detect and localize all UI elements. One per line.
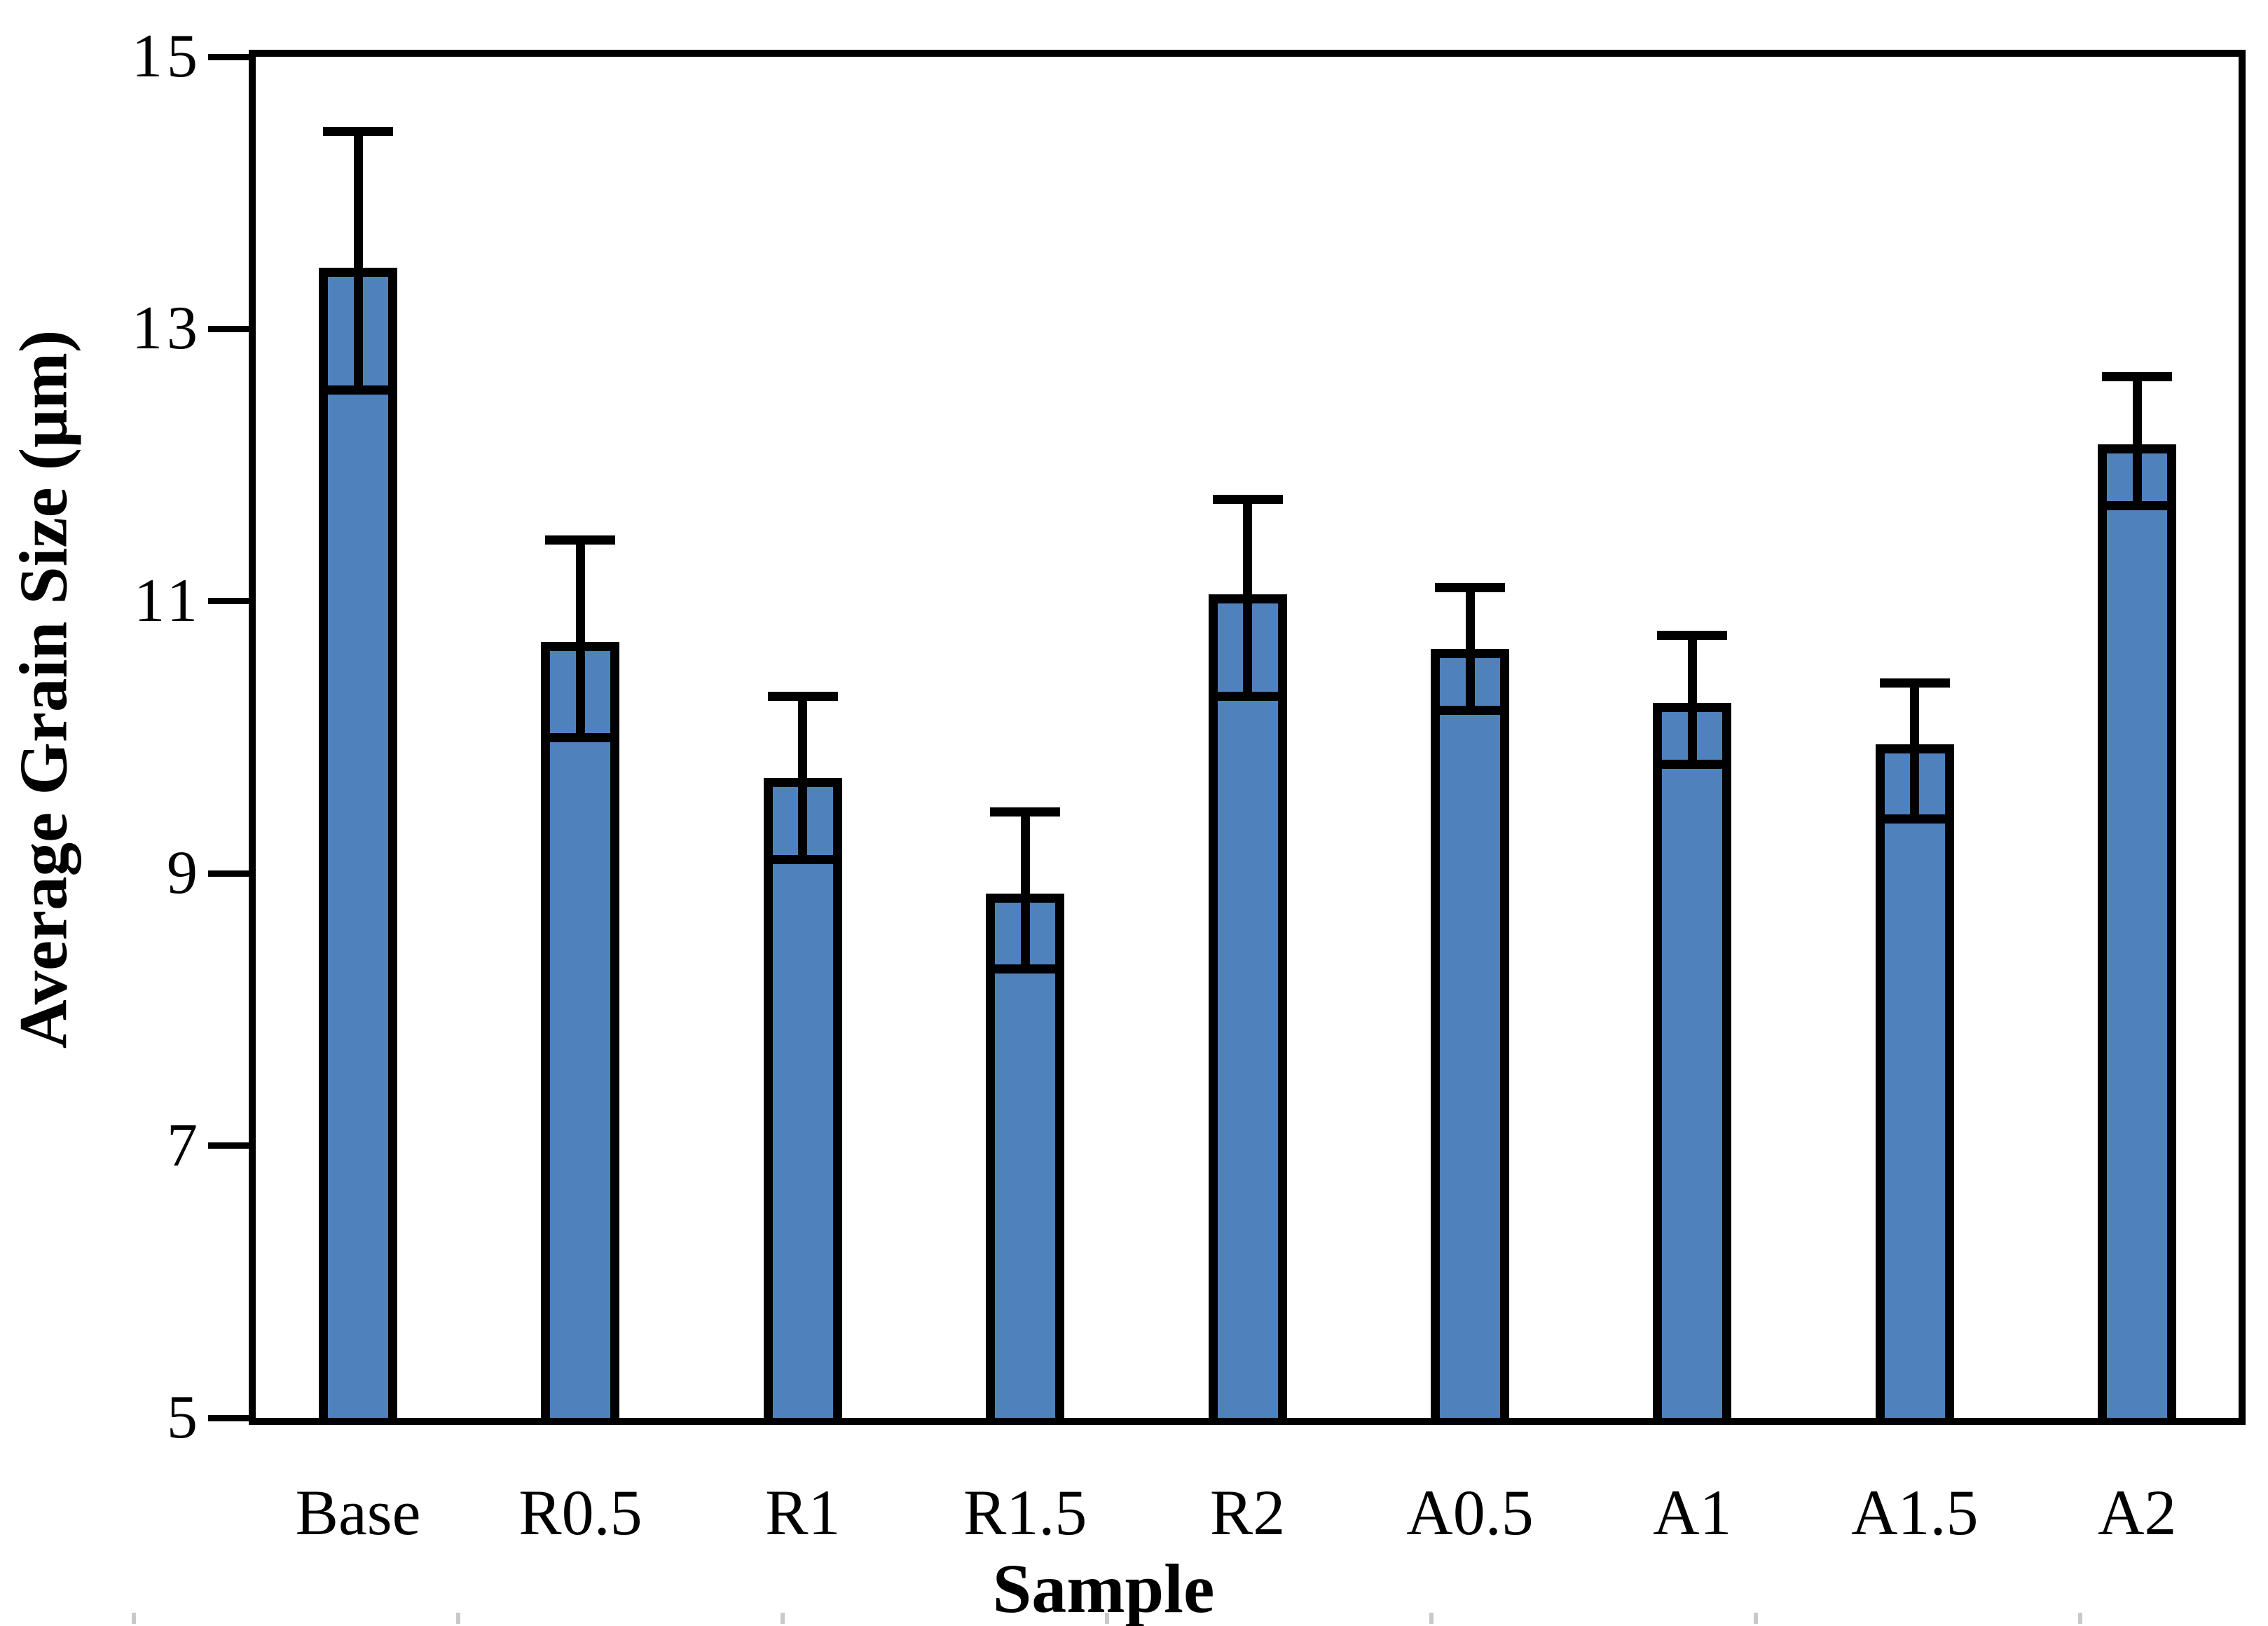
x-tick-label-A2: A2: [2097, 1477, 2177, 1548]
error-cap-top-A1.5: [1879, 678, 1950, 688]
bottom-gridline-artifact: [1754, 1613, 1758, 1624]
x-tick-label-R2: R2: [1209, 1477, 1286, 1548]
error-bar-A1.5: [1910, 683, 1920, 819]
x-tick-label-R1: R1: [765, 1477, 841, 1548]
error-bar-R0.5: [575, 540, 585, 737]
y-axis-tick-9: [208, 870, 249, 877]
bar-A0.5: [1431, 648, 1509, 1418]
bottom-gridline-artifact: [456, 1613, 460, 1624]
error-cap-bottom-R0.5: [545, 732, 616, 742]
x-tick-label-A0.5: A0.5: [1406, 1477, 1534, 1548]
bar-Base: [319, 268, 397, 1418]
error-cap-top-R2: [1212, 494, 1283, 504]
bottom-gridline-artifact: [132, 1613, 136, 1624]
bar-R1: [763, 778, 842, 1418]
error-bar-R1.5: [1020, 812, 1030, 969]
bar-A1.5: [1875, 744, 1954, 1418]
x-tick-label-R1.5: R1.5: [963, 1477, 1087, 1548]
error-cap-top-A0.5: [1435, 582, 1505, 592]
y-axis-tick-7: [208, 1142, 249, 1149]
error-cap-bottom-R2: [1212, 692, 1283, 702]
error-bar-R2: [1243, 499, 1253, 697]
y-tick-label-9: 9: [167, 839, 202, 908]
x-tick-label-R0.5: R0.5: [518, 1477, 642, 1548]
error-bar-A1: [1687, 635, 1697, 765]
y-axis-tick-11: [208, 598, 249, 605]
y-tick-label-11: 11: [134, 566, 202, 635]
x-tick-label-A1: A1: [1653, 1477, 1732, 1548]
bottom-gridline-artifact: [2078, 1613, 2082, 1624]
y-tick-label-15: 15: [132, 22, 202, 90]
error-cap-top-Base: [323, 127, 393, 137]
error-cap-bottom-A1.5: [1879, 814, 1950, 824]
bar-R1.5: [986, 894, 1065, 1418]
y-tick-label-5: 5: [167, 1384, 202, 1451]
error-cap-top-R1: [767, 692, 838, 702]
error-cap-top-R0.5: [545, 535, 616, 545]
error-bar-Base: [353, 131, 363, 390]
x-tick-label-Base: Base: [295, 1477, 421, 1548]
error-cap-bottom-R1: [767, 855, 838, 865]
x-axis-title: Sample: [992, 1550, 1215, 1626]
error-cap-bottom-A1: [1657, 760, 1728, 770]
error-bar-A2: [2132, 376, 2142, 506]
error-cap-bottom-R1.5: [990, 964, 1061, 973]
error-bar-A0.5: [1465, 587, 1475, 711]
bottom-gridline-artifact: [1429, 1613, 1434, 1624]
y-tick-label-7: 7: [167, 1111, 202, 1180]
bar-A1: [1653, 703, 1732, 1418]
bottom-gridline-artifact: [781, 1613, 785, 1624]
bottom-gridline-artifact: [1105, 1613, 1109, 1624]
error-cap-top-A1: [1657, 630, 1728, 640]
y-tick-label-13: 13: [132, 294, 202, 363]
bar-A2: [2098, 444, 2177, 1418]
error-cap-top-A2: [2102, 371, 2173, 381]
error-cap-bottom-A2: [2102, 501, 2173, 511]
error-bar-R1: [798, 696, 808, 860]
bar-R0.5: [541, 642, 620, 1418]
y-axis-tick-13: [208, 325, 249, 332]
error-cap-bottom-A0.5: [1435, 705, 1505, 715]
error-cap-bottom-Base: [323, 385, 393, 395]
error-cap-top-R1.5: [990, 807, 1061, 817]
y-axis-tick-15: [208, 53, 249, 60]
x-tick-label-A1.5: A1.5: [1851, 1477, 1979, 1548]
bar-R2: [1208, 594, 1287, 1418]
y-axis-tick-5: [208, 1414, 249, 1421]
